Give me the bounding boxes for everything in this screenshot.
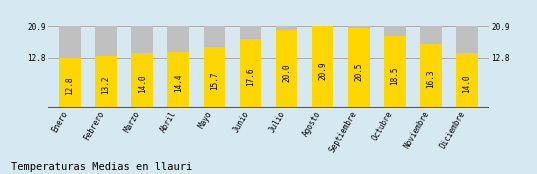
Text: 18.5: 18.5	[390, 66, 400, 85]
Bar	[168, 26, 189, 108]
Bar	[275, 26, 297, 108]
Text: Temperaturas Medias en llauri: Temperaturas Medias en llauri	[11, 162, 192, 172]
Bar	[132, 53, 153, 108]
Text: 17.6: 17.6	[246, 68, 255, 86]
Bar	[456, 26, 478, 108]
Bar	[59, 58, 81, 108]
Bar	[95, 26, 117, 108]
Text: 15.7: 15.7	[210, 71, 219, 89]
Text: 13.2: 13.2	[101, 75, 111, 94]
Bar	[312, 26, 333, 108]
Bar	[384, 26, 405, 108]
Text: 14.0: 14.0	[137, 74, 147, 93]
Bar	[168, 52, 189, 108]
Bar	[312, 26, 333, 108]
Bar	[348, 28, 369, 108]
Bar	[132, 26, 153, 108]
Bar	[384, 35, 405, 108]
Text: 14.4: 14.4	[174, 73, 183, 92]
Bar	[420, 44, 442, 108]
Text: 16.3: 16.3	[426, 70, 436, 88]
Bar	[420, 26, 442, 108]
Bar	[95, 56, 117, 108]
Bar	[456, 53, 478, 108]
Bar	[204, 46, 225, 108]
Bar	[240, 39, 262, 108]
Bar	[204, 26, 225, 108]
Bar	[240, 26, 262, 108]
Text: 12.8: 12.8	[66, 76, 75, 95]
Text: 20.0: 20.0	[282, 64, 291, 82]
Bar	[59, 26, 81, 108]
Bar	[348, 26, 369, 108]
Text: 20.5: 20.5	[354, 63, 363, 81]
Text: 14.0: 14.0	[462, 74, 471, 93]
Bar	[275, 30, 297, 108]
Text: 20.9: 20.9	[318, 62, 327, 80]
